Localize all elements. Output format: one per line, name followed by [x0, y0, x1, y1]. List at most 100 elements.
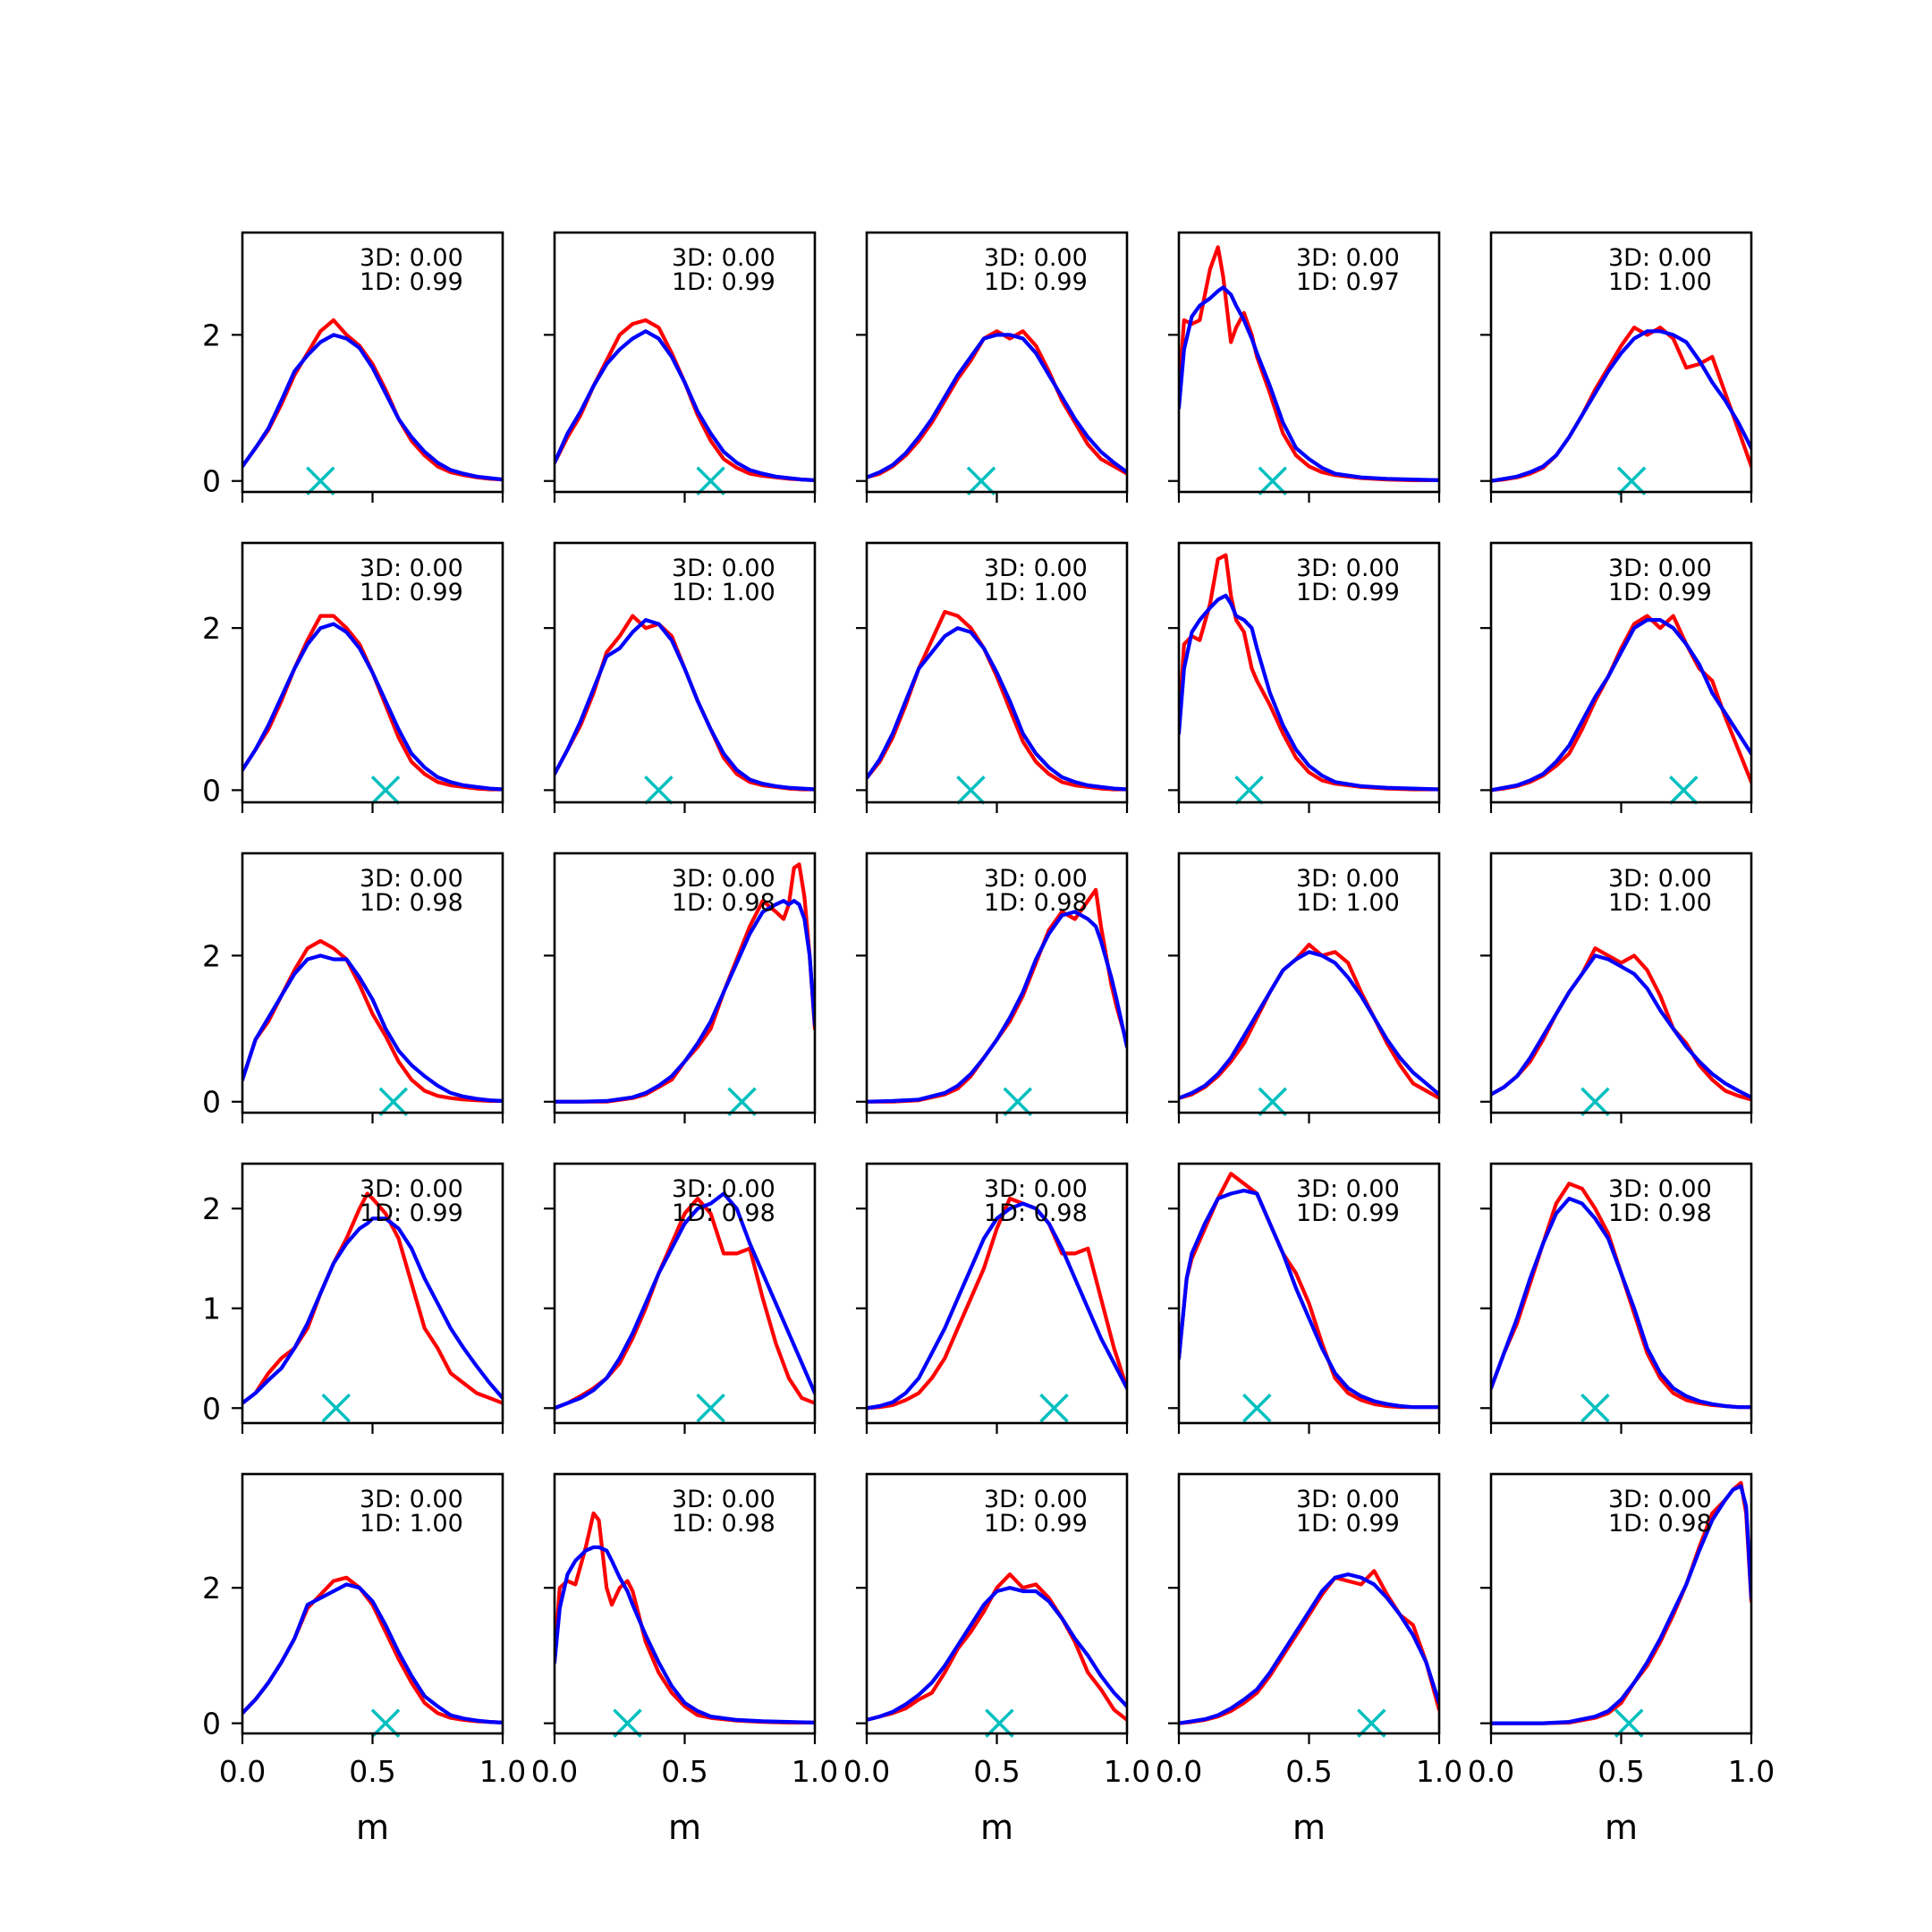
annotation-1d: 1D: 0.99 [360, 579, 463, 606]
blue-density-line [555, 1545, 815, 1724]
annotation-3d: 3D: 0.00 [984, 1486, 1088, 1513]
x-tick-label: 0.0 [1468, 1754, 1514, 1789]
annotation-1d: 1D: 0.98 [1608, 1199, 1712, 1227]
annotation-1d: 1D: 0.98 [984, 1199, 1088, 1227]
x-marker [613, 1708, 642, 1738]
x-marker [1258, 466, 1287, 496]
x-tick-label: 0.0 [219, 1754, 266, 1789]
x-tick-label: 0.0 [1156, 1754, 1202, 1789]
x-axis-label: m [1292, 1808, 1326, 1847]
x-marker [727, 1087, 757, 1116]
x-marker [1669, 775, 1699, 805]
annotation-1d: 1D: 1.00 [984, 579, 1088, 606]
x-marker [696, 466, 725, 496]
annotation-3d: 3D: 0.00 [1608, 555, 1712, 582]
x-tick-label: 1.0 [792, 1754, 838, 1789]
x-marker [1039, 1394, 1069, 1423]
x-marker [1234, 775, 1264, 805]
red-density-line [1491, 614, 1751, 792]
x-marker [1580, 1394, 1610, 1423]
red-density-line [555, 614, 815, 792]
x-marker [370, 775, 401, 805]
x-tick-label: 0.5 [661, 1754, 708, 1789]
annotation-3d: 3D: 0.00 [984, 1175, 1088, 1203]
blue-density-line [1491, 1196, 1751, 1410]
x-tick-label: 1.0 [1728, 1754, 1775, 1789]
annotation-3d: 3D: 0.00 [1608, 1175, 1712, 1203]
blue-density-line [1179, 1572, 1439, 1725]
annotation-1d: 1D: 0.99 [1296, 579, 1400, 606]
blue-density-line [867, 1586, 1127, 1722]
annotation-1d: 1D: 0.99 [1608, 579, 1712, 606]
blue-density-line [555, 1191, 815, 1411]
annotation-1d: 1D: 0.99 [360, 268, 463, 296]
x-marker [644, 775, 674, 805]
x-marker [1003, 1087, 1033, 1116]
red-density-line [242, 1191, 503, 1405]
blue-density-line [867, 1201, 1127, 1411]
annotation-3d: 3D: 0.00 [672, 865, 775, 893]
blue-density-line [1179, 1189, 1439, 1410]
red-density-line [1491, 946, 1751, 1102]
annotation-1d: 1D: 1.00 [1296, 889, 1400, 917]
blue-density-line [555, 329, 815, 482]
annotation-3d: 3D: 0.00 [1296, 244, 1400, 272]
y-tick-label: 0 [202, 464, 221, 499]
annotation-3d: 3D: 0.00 [1296, 1175, 1400, 1203]
annotation-1d: 1D: 0.98 [672, 889, 775, 917]
red-density-line [867, 1572, 1127, 1722]
y-tick-label: 2 [202, 938, 221, 973]
y-tick-label: 0 [202, 1391, 221, 1426]
x-marker [1580, 1087, 1610, 1116]
blue-density-line [1491, 618, 1751, 792]
x-marker [1258, 1087, 1287, 1116]
x-marker [306, 466, 335, 496]
y-tick-label: 0 [202, 1707, 221, 1741]
blue-density-line [242, 1582, 503, 1724]
annotation-1d: 1D: 0.99 [672, 268, 775, 296]
y-tick-label: 1 [202, 1292, 221, 1326]
x-marker [696, 1394, 725, 1423]
y-tick-label: 0 [202, 1085, 221, 1120]
annotation-3d: 3D: 0.00 [1296, 865, 1400, 893]
annotation-1d: 1D: 0.99 [984, 268, 1088, 296]
annotation-1d: 1D: 1.00 [672, 579, 775, 606]
x-tick-label: 1.0 [479, 1754, 526, 1789]
x-marker [370, 1708, 401, 1738]
red-density-line [867, 1196, 1127, 1411]
red-density-line [1179, 1569, 1439, 1725]
x-marker [378, 1087, 409, 1116]
annotation-1d: 1D: 0.99 [360, 1199, 463, 1227]
annotation-3d: 3D: 0.00 [672, 244, 775, 272]
blue-density-line [1491, 953, 1751, 1099]
annotation-1d: 1D: 0.99 [1296, 1199, 1400, 1227]
y-tick-label: 2 [202, 1191, 221, 1226]
blue-density-line [242, 953, 503, 1103]
annotation-3d: 3D: 0.00 [360, 244, 463, 272]
annotation-3d: 3D: 0.00 [1296, 555, 1400, 582]
x-tick-label: 0.5 [349, 1754, 395, 1789]
annotation-3d: 3D: 0.00 [1608, 244, 1712, 272]
blue-density-line [867, 333, 1127, 479]
annotation-1d: 1D: 1.00 [1608, 889, 1712, 917]
annotation-3d: 3D: 0.00 [360, 1486, 463, 1513]
x-tick-label: 0.0 [843, 1754, 890, 1789]
x-marker [1357, 1708, 1386, 1738]
x-axis-label: m [668, 1808, 701, 1847]
annotation-1d: 1D: 0.97 [1296, 268, 1400, 296]
annotation-3d: 3D: 0.00 [984, 865, 1088, 893]
x-marker [966, 466, 996, 496]
red-density-line [242, 614, 503, 792]
blue-density-line [1491, 1484, 1751, 1725]
y-tick-label: 0 [202, 773, 221, 808]
annotation-1d: 1D: 0.98 [1608, 1510, 1712, 1538]
y-tick-label: 2 [202, 1571, 221, 1606]
annotation-1d: 1D: 0.99 [1296, 1510, 1400, 1538]
blue-density-line [1179, 593, 1439, 792]
annotation-1d: 1D: 1.00 [1608, 268, 1712, 296]
x-tick-label: 0.0 [531, 1754, 578, 1789]
red-density-line [555, 318, 815, 482]
blue-density-line [1491, 329, 1751, 483]
annotation-3d: 3D: 0.00 [1608, 865, 1712, 893]
blue-density-line [867, 910, 1127, 1104]
